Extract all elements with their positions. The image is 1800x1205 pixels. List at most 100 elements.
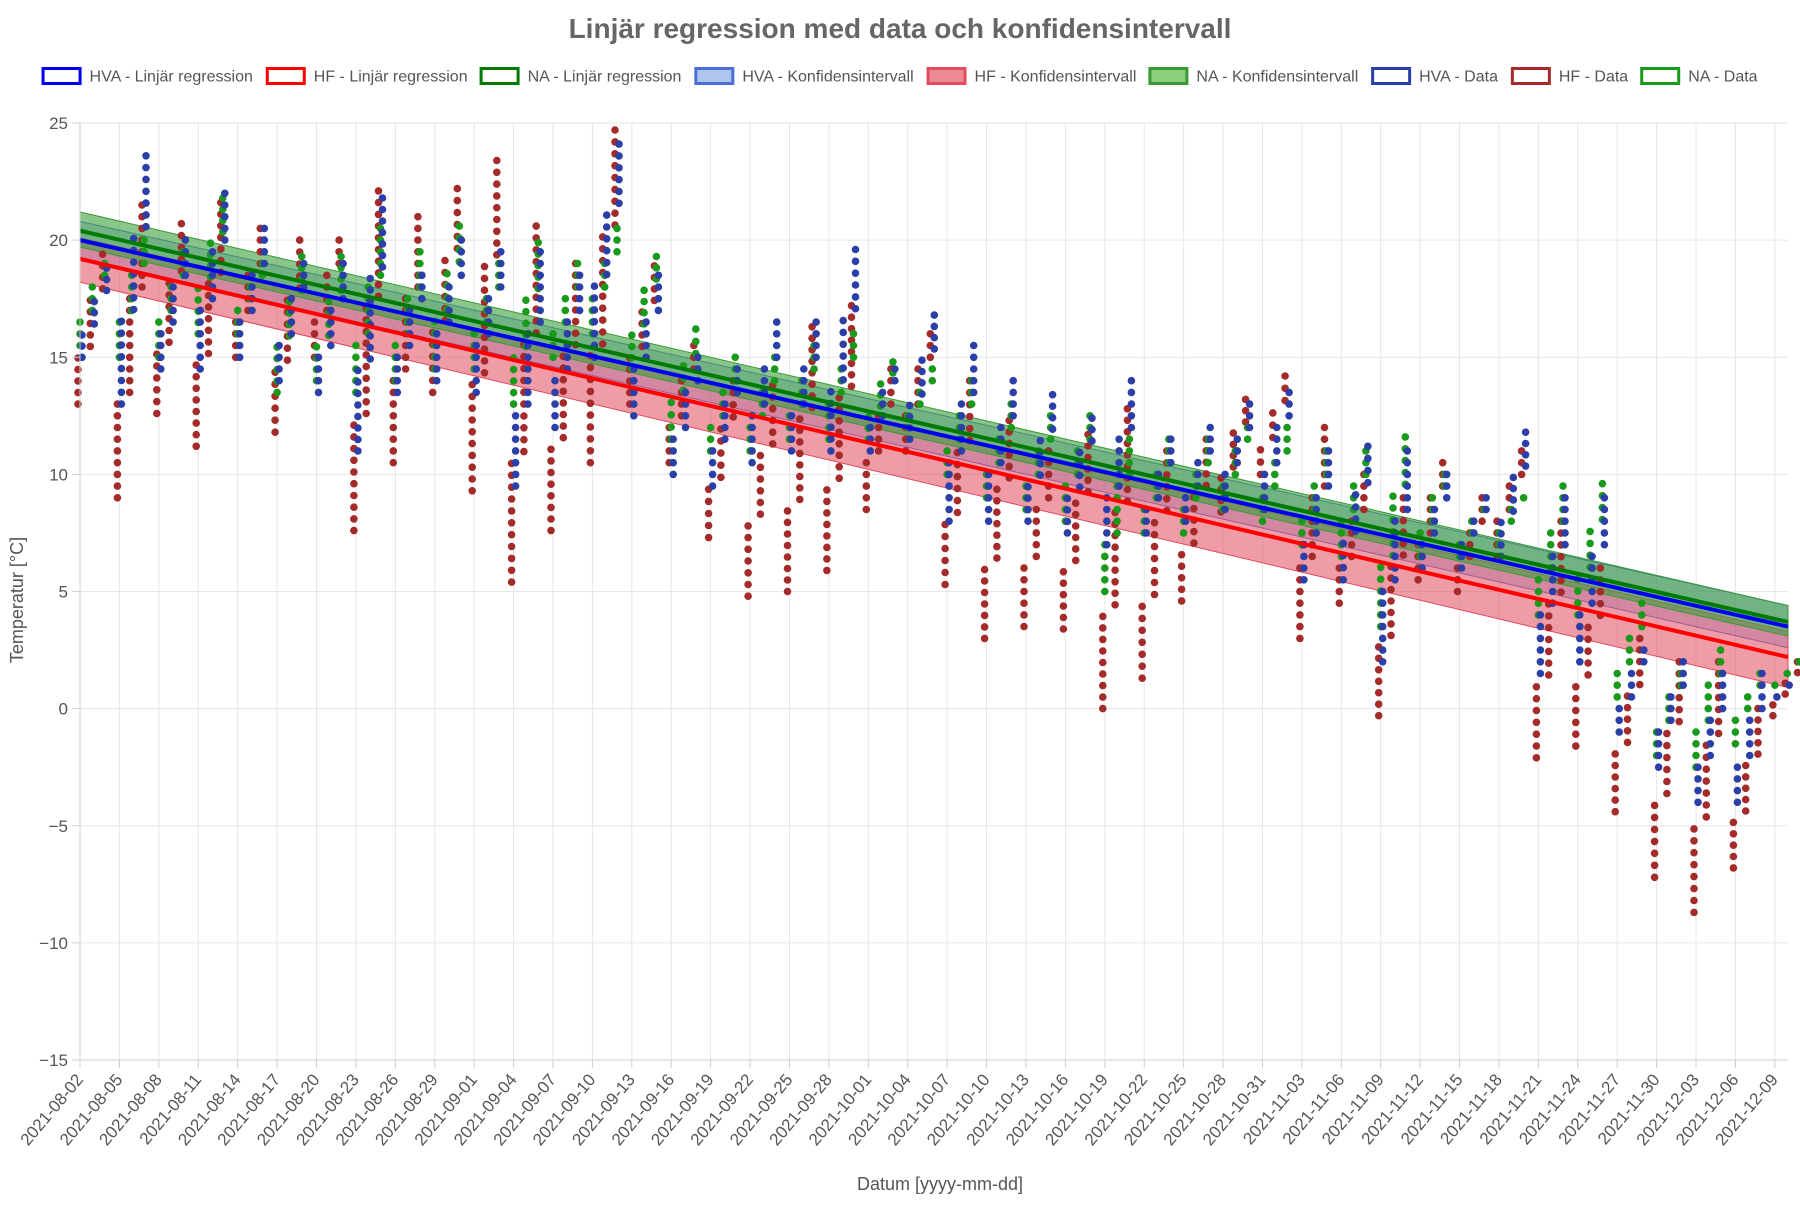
data-point-hf [1138,674,1146,682]
data-point-na [403,294,412,303]
data-point-hf [74,400,82,408]
data-point-hva [812,353,820,362]
data-point-hf [1741,795,1750,804]
data-point-hva [314,365,323,373]
data-point-hva [1706,728,1715,736]
data-point-hf [980,623,989,631]
data-point-hf [493,239,501,247]
data-point-hva [918,367,926,376]
data-point-hva [299,271,308,280]
data-point-hf [468,428,477,436]
data-point-hva [314,388,323,397]
data-point-hf [1532,683,1541,691]
data-point-na [1401,433,1410,441]
data-point-hf [1020,622,1028,631]
data-point-hva [169,318,177,326]
data-point-hva [957,400,966,408]
data-point-hf [1111,554,1119,563]
data-point-hf [768,428,777,437]
data-point-hva [327,318,335,326]
data-point-hf [192,430,200,439]
data-point-hf [1636,669,1644,677]
legend-swatch [694,67,735,85]
data-point-hva [378,217,387,225]
data-point-hva [142,199,150,207]
data-point-hva [1627,669,1636,678]
data-point-hva [1063,529,1072,537]
data-point-hva [681,423,690,432]
data-point-hva [102,286,111,295]
data-point-hva [1548,587,1557,596]
data-point-hf [783,576,792,584]
data-point-na [628,331,636,340]
data-point-hva [1509,507,1518,515]
data-point-hf [1374,711,1383,720]
data-point-hf [1729,864,1738,872]
data-point-hva [839,376,847,384]
data-point-hf [1438,458,1447,467]
data-point-hva [1142,529,1150,537]
y-tick-label: −10 [39,934,68,953]
data-point-na [325,297,333,306]
data-point-hf [1099,647,1107,655]
regression-line-hf [79,256,1789,660]
data-point-hf [74,365,82,374]
data-point-hva [1536,611,1545,619]
data-point-hva [497,283,505,291]
data-point-hf [547,480,555,489]
data-point-hf [1690,837,1698,845]
data-point-hva [1154,494,1163,502]
data-point-hva [196,318,204,326]
data-point-hva [457,259,466,268]
data-point-hf [1650,813,1659,822]
data-point-hf [1611,750,1619,758]
data-point-hf [1059,625,1068,633]
data-point-hva [945,505,953,514]
data-point-hva [1378,611,1387,619]
data-point-hf [1544,659,1553,667]
data-point-hf [717,461,725,470]
data-point-na [509,388,518,397]
regression-line-na [79,228,1789,624]
data-point-hva [196,353,204,362]
data-point-hva [1167,435,1175,444]
data-point-hf [204,326,213,335]
data-point-hf [1557,552,1565,561]
data-point-hva [484,294,493,303]
data-point-hva [354,412,362,421]
data-point-hf [204,303,213,311]
data-point-hva [827,423,835,432]
data-point-hva [1679,681,1687,689]
data-point-na [1349,482,1358,490]
data-point-hf [125,365,134,373]
data-point-hva [1009,388,1017,397]
data-point-na [943,447,951,455]
data-point-hva [1430,517,1439,525]
data-point-na [719,388,727,397]
data-point-hf [1623,727,1632,735]
data-point-hva [1588,587,1596,596]
data-point-hf [559,410,568,419]
data-point-hf [1690,825,1698,833]
data-point-hf [74,388,82,397]
data-point-hf [1769,701,1777,709]
data-point-hva [1339,576,1348,584]
data-point-hf [965,412,974,421]
data-point-hva [1576,634,1584,643]
data-point-na [88,283,97,291]
data-point-hva [1497,518,1505,527]
data-point-hf [1769,711,1777,720]
data-point-hva [1588,599,1596,607]
data-point-hf [1532,742,1541,750]
data-point-hva [1233,435,1242,444]
data-point-hf [547,503,555,512]
data-point-hva [602,211,611,219]
data-point-hva [590,306,599,314]
data-point-hf [980,565,989,574]
data-point-hva [851,281,860,289]
data-point-hf [204,349,213,358]
data-point-hva [708,470,717,479]
data-point-hva [208,248,217,256]
data-point-hva [1536,658,1545,666]
data-point-hva [812,341,820,350]
